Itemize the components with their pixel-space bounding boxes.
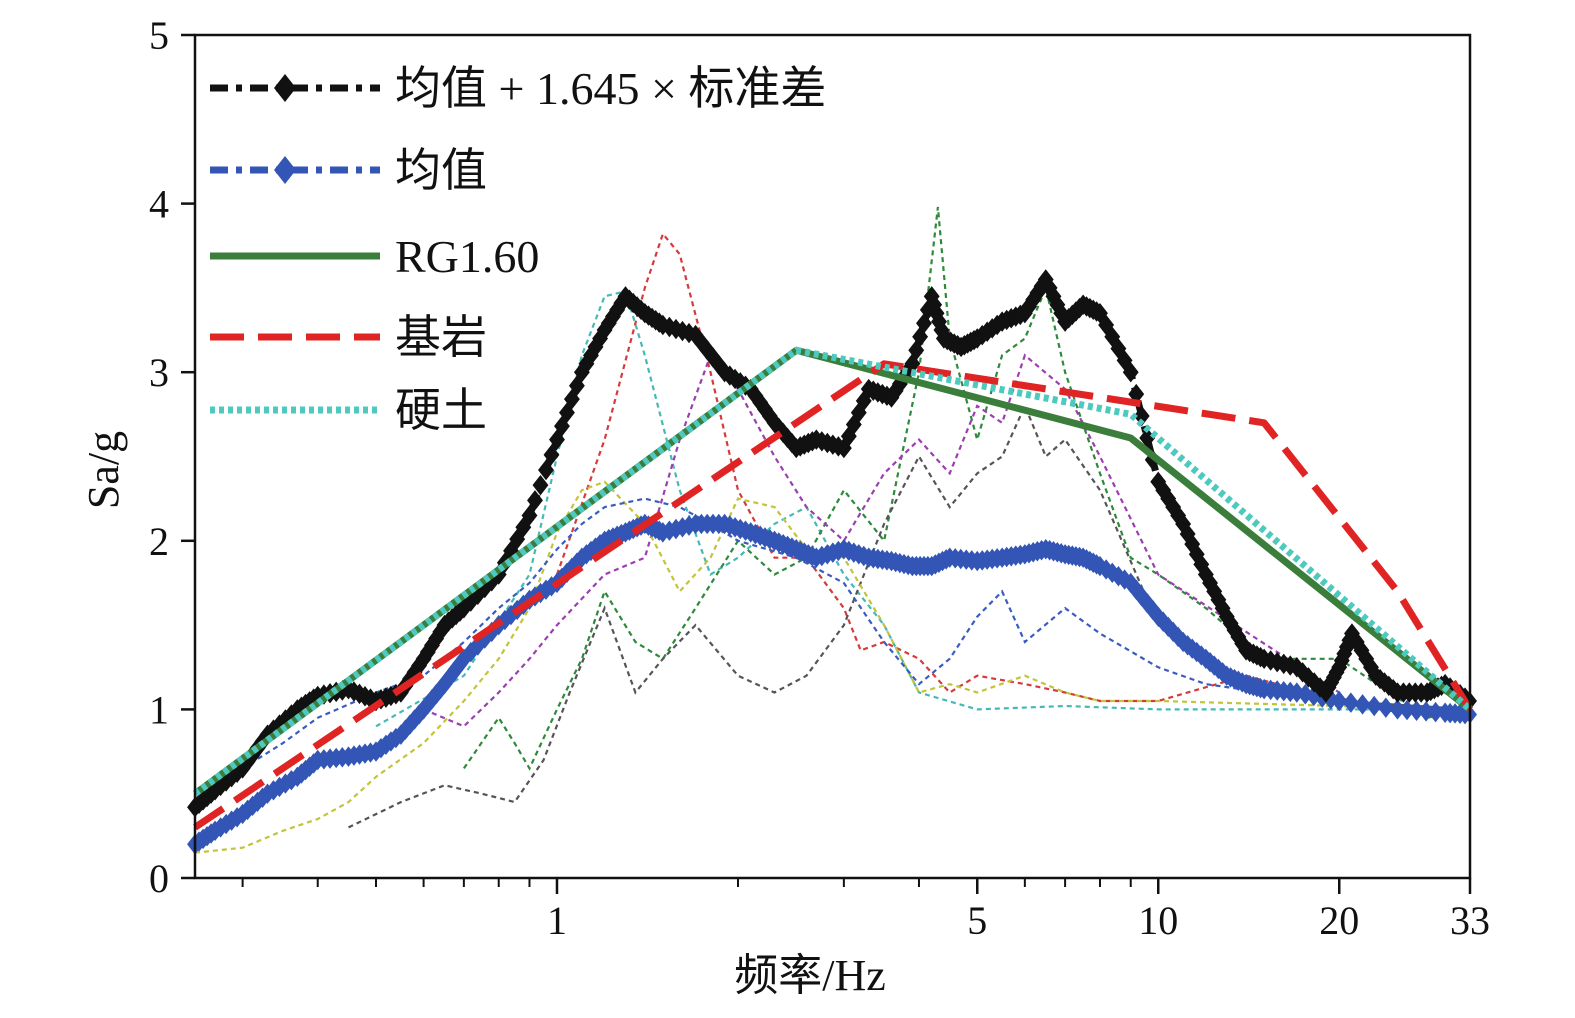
x-tick-label: 20 — [1319, 898, 1359, 943]
series-1-marker — [554, 415, 570, 437]
series-1 — [187, 269, 1477, 818]
series-3-line — [192, 346, 1473, 797]
legend-label: 均值 — [395, 145, 487, 196]
x-tick-label: 33 — [1450, 898, 1490, 943]
series-1-marker — [558, 402, 575, 423]
series-3 — [192, 346, 1473, 797]
series-2 — [187, 513, 1477, 855]
legend-marker — [274, 74, 296, 102]
series-5 — [192, 346, 1473, 797]
series-4-line — [193, 360, 1473, 831]
legend-entry-5: 硬土 — [210, 385, 487, 436]
x-axis-title: 频率/Hz — [734, 951, 886, 1000]
series-1-marker — [916, 313, 932, 334]
record-line-7 — [194, 497, 1471, 795]
series-1-marker — [1116, 350, 1133, 371]
x-tick-label: 5 — [967, 898, 987, 943]
legend-label: 硬土 — [395, 385, 487, 436]
series-2-marker — [1366, 695, 1383, 717]
legend-label: 基岩 — [395, 312, 487, 363]
record-line-1 — [555, 231, 1471, 711]
y-axis-title: Sa/g — [79, 431, 128, 509]
y-tick-label: 1 — [149, 687, 169, 732]
series-1-marker — [538, 459, 554, 481]
series-1-marker — [532, 474, 549, 496]
legend-entry-1: 均值 + 1.645 × 标准差 — [210, 63, 826, 114]
legend-label: 均值 + 1.645 × 标准差 — [395, 63, 826, 114]
series-1-marker — [1098, 314, 1115, 336]
series-1-marker — [563, 388, 580, 410]
series-1-marker — [521, 505, 538, 526]
legend-entry-3: RG1.60 — [210, 231, 539, 282]
legend-entry-2: 均值 — [210, 145, 487, 196]
legend-label: RG1.60 — [395, 231, 539, 282]
record-line-6 — [194, 480, 1471, 854]
series-1-marker — [509, 528, 526, 550]
y-tick-label: 2 — [149, 519, 169, 564]
series-1-marker — [527, 490, 543, 511]
series-5-line — [192, 346, 1473, 797]
y-tick-label: 0 — [149, 856, 169, 901]
series-2-marker — [1342, 692, 1359, 713]
series-1-marker — [1110, 338, 1127, 359]
series-4 — [193, 360, 1473, 831]
record-line-5 — [348, 403, 1471, 829]
legend-marker — [274, 156, 296, 184]
series-1-marker — [1122, 361, 1139, 383]
record-line-2 — [375, 289, 1470, 728]
tick-labels: 1 5 10 20 33 0 1 2 3 4 5 — [149, 13, 1490, 943]
background-records-layer — [194, 206, 1471, 854]
legend-entry-4: 基岩 — [210, 312, 487, 363]
plot-frame — [193, 33, 1472, 880]
y-tick-label: 5 — [149, 13, 169, 58]
series-1-marker — [515, 517, 532, 538]
axis-ticks — [181, 33, 1472, 894]
series-1-marker — [543, 444, 560, 466]
series-2-marker — [1354, 694, 1371, 715]
series-2-marker — [1331, 690, 1348, 712]
y-tick-label: 4 — [149, 182, 169, 227]
series-1-marker — [568, 375, 585, 396]
series-1-marker — [549, 429, 565, 450]
record-line-4 — [423, 353, 1340, 728]
series-1-marker — [1104, 326, 1121, 348]
y-tick-label: 3 — [149, 350, 169, 395]
series-layer — [187, 269, 1477, 855]
series-1-marker — [1092, 302, 1108, 324]
x-tick-label: 1 — [547, 898, 567, 943]
x-tick-label: 10 — [1138, 898, 1178, 943]
series-2-marker — [1377, 697, 1394, 718]
